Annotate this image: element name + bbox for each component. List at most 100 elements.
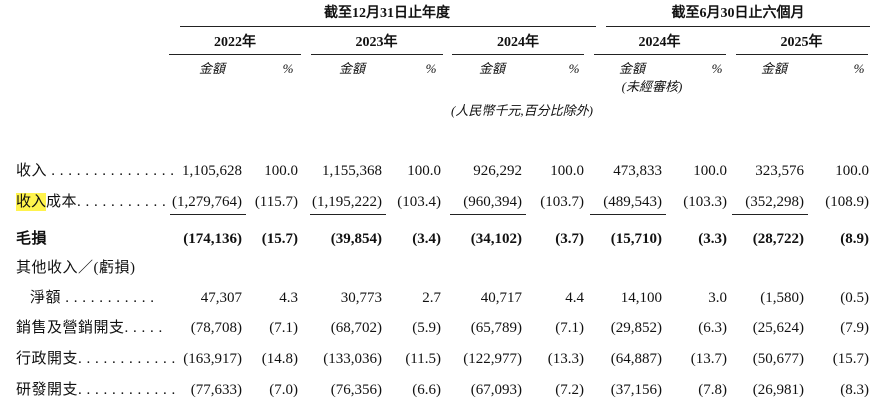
amount-cell: 47,307 <box>200 290 242 306</box>
amount-header: 金額 <box>618 61 645 76</box>
amount-cell: (77,633) <box>190 382 242 398</box>
amount-cell: 40,717 <box>480 290 522 306</box>
rule <box>310 54 443 55</box>
unaudited-note: (未經審核) <box>621 79 683 94</box>
group-header: 截至12月31日止年度 <box>324 6 450 21</box>
row-label: 成本. . . . . . . . . . . <box>46 194 167 210</box>
year-header: 2024年 <box>638 35 681 50</box>
amount-cell: (15,710) <box>610 231 662 247</box>
pct-cell: (8.3) <box>840 382 869 398</box>
amount-cell: (37,156) <box>610 382 662 398</box>
pct-cell: 4.3 <box>279 290 298 306</box>
pct-cell: (103.7) <box>540 194 584 210</box>
amount-cell: (67,093) <box>470 382 522 398</box>
amount-cell: (1,279,764) <box>172 194 242 210</box>
pct-cell: (13.7) <box>690 351 727 367</box>
row-label: 研發開支. . . . . . . . . . . . <box>16 382 176 398</box>
rule <box>735 54 868 55</box>
year-header: 2025年 <box>780 35 823 50</box>
amount-cell: (25,624) <box>752 320 804 336</box>
rule <box>169 54 301 55</box>
pct-cell: 100.0 <box>693 163 727 179</box>
group-header: 截至6月30日止六個月 <box>671 6 805 21</box>
amount-cell: (133,036) <box>323 351 382 367</box>
amount-header: 金額 <box>760 61 787 76</box>
pct-cell: (8.9) <box>840 231 869 247</box>
pct-cell: (5.9) <box>412 320 441 336</box>
row-label: 其他收入／(虧損) <box>16 260 136 276</box>
amount-cell: (26,981) <box>752 382 804 398</box>
amount-cell: 30,773 <box>340 290 382 306</box>
pct-cell: (7.0) <box>269 382 298 398</box>
amount-cell: 1,105,628 <box>182 163 242 179</box>
amount-cell: (65,789) <box>470 320 522 336</box>
amount-cell: (122,977) <box>463 351 522 367</box>
pct-cell: 100.0 <box>550 163 584 179</box>
year-header: 2024年 <box>497 35 539 50</box>
pct-cell: (3.4) <box>412 231 441 247</box>
row-label-highlight: 收入 <box>16 193 47 211</box>
row-label: 行政開支. . . . . . . . . . . . <box>16 351 176 367</box>
pct-cell: (6.6) <box>412 382 441 398</box>
rule <box>452 54 584 55</box>
pct-header: % <box>568 61 580 76</box>
row-label: 毛損 <box>16 231 48 247</box>
pct-cell: (7.2) <box>555 382 584 398</box>
pct-cell: (15.7) <box>832 351 869 367</box>
amount-cell: (34,102) <box>470 231 522 247</box>
year-header: 2023年 <box>355 35 398 50</box>
amount-cell: (1,195,222) <box>312 194 382 210</box>
pct-header: % <box>711 61 723 76</box>
pct-cell: 2.7 <box>422 290 441 306</box>
amount-cell: 14,100 <box>620 290 662 306</box>
amount-cell: (960,394) <box>463 194 522 210</box>
amount-cell: (78,708) <box>190 320 242 336</box>
row-label: 銷售及營銷開支. . . . . <box>16 320 163 336</box>
rule <box>606 26 870 27</box>
pct-cell: (3.7) <box>555 231 584 247</box>
amount-cell: (1,580) <box>760 290 804 306</box>
amount-cell: (163,917) <box>183 351 242 367</box>
pct-cell: (103.4) <box>397 194 441 210</box>
pct-cell: (115.7) <box>254 194 298 210</box>
amount-cell: (64,887) <box>610 351 662 367</box>
rule <box>593 54 726 55</box>
amount-cell: (352,298) <box>745 194 804 210</box>
amount-cell: (29,852) <box>610 320 662 336</box>
pct-cell: (103.3) <box>683 194 727 210</box>
amount-cell: (174,136) <box>183 231 242 247</box>
row-label: 收入 . . . . . . . . . . . . . . . <box>16 163 175 179</box>
amount-cell: (489,543) <box>603 194 662 210</box>
pct-cell: (7.1) <box>555 320 584 336</box>
amount-header: 金額 <box>338 61 365 76</box>
amount-cell: 473,833 <box>613 163 662 179</box>
pct-cell: (13.3) <box>547 351 584 367</box>
pct-cell: (6.3) <box>698 320 727 336</box>
amount-cell: (28,722) <box>752 231 804 247</box>
amount-cell: (68,702) <box>330 320 382 336</box>
pct-cell: (3.3) <box>698 231 727 247</box>
amount-cell: (76,356) <box>330 382 382 398</box>
pct-cell: 100.0 <box>407 163 441 179</box>
pct-cell: (14.8) <box>261 351 298 367</box>
pct-cell: 3.0 <box>708 290 727 306</box>
rule <box>170 214 246 215</box>
pct-cell: 100.0 <box>835 163 869 179</box>
pct-cell: (7.9) <box>840 320 869 336</box>
amount-header: 金額 <box>478 61 505 76</box>
unit-note: (人民幣千元,百分比除外) <box>451 103 593 118</box>
pct-header: % <box>853 61 865 76</box>
rule <box>590 214 666 215</box>
pct-cell: (7.8) <box>698 382 727 398</box>
pct-header: % <box>425 61 437 76</box>
rule <box>732 214 808 215</box>
rule <box>450 214 526 215</box>
pct-cell: 100.0 <box>264 163 298 179</box>
pct-cell: (7.1) <box>269 320 298 336</box>
amount-cell: (39,854) <box>330 231 382 247</box>
amount-cell: 1,155,368 <box>322 163 382 179</box>
amount-cell: 323,576 <box>755 163 804 179</box>
pct-cell: (15.7) <box>261 231 298 247</box>
amount-cell: (50,677) <box>752 351 804 367</box>
pct-cell: (108.9) <box>825 194 869 210</box>
